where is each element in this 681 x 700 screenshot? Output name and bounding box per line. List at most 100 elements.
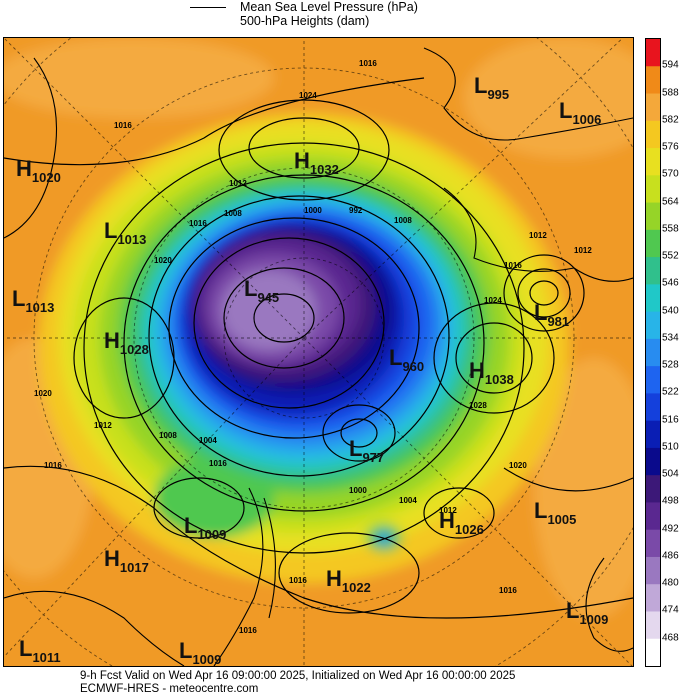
colorbar-swatch bbox=[646, 556, 660, 585]
colorbar-swatch bbox=[646, 120, 660, 149]
isobars bbox=[4, 77, 633, 619]
high-pressure-center: H1038 bbox=[469, 358, 514, 387]
colorbar-level-label: 546 bbox=[662, 277, 679, 289]
colorbar-level-label: 474 bbox=[662, 604, 679, 616]
colorbar-swatch bbox=[646, 202, 660, 231]
isobar-value-label: 1012 bbox=[229, 179, 247, 188]
colorbar-swatches bbox=[646, 39, 660, 667]
height-field bbox=[4, 38, 633, 666]
low-pressure-center: L1013 bbox=[12, 286, 54, 315]
model-source-text: ECMWF-HRES - meteocentre.com bbox=[80, 683, 259, 695]
isobar-value-label: 1020 bbox=[509, 461, 527, 470]
low-pressure-center: L1011 bbox=[19, 636, 61, 665]
high-pressure-center: H1028 bbox=[104, 328, 149, 357]
high-pressure-center: H1026 bbox=[439, 508, 484, 537]
colorbar-level-label: 582 bbox=[662, 114, 679, 126]
legend-row-heights: 500-hPa Heights (dam) bbox=[190, 14, 369, 28]
isobar-value-label: 1012 bbox=[529, 231, 547, 240]
colorbar-level-label: 588 bbox=[662, 87, 679, 99]
isobar-value-label: 1024 bbox=[484, 296, 502, 305]
high-pressure-center: H1022 bbox=[326, 566, 371, 595]
isobar-value-label: 1008 bbox=[159, 431, 177, 440]
forecast-valid-text: 9-h Fcst Valid on Wed Apr 16 09:00:00 20… bbox=[80, 670, 516, 682]
isobar-labels: 1016 1024 1016 1012 1016 1008 1000 992 1008 1020 1… bbox=[34, 59, 592, 635]
graticule bbox=[4, 38, 633, 666]
colorbar-labels: 594 588 582 576 570 564 558 552 546 540 534 528 522 5… bbox=[662, 38, 681, 665]
isobar-line-sample bbox=[190, 6, 226, 8]
colorbar-swatch bbox=[646, 529, 660, 558]
colorbar-swatch bbox=[646, 447, 660, 476]
colorbar-level-label: 552 bbox=[662, 250, 679, 262]
colorbar-level-label: 558 bbox=[662, 223, 679, 235]
legend-row-mslp: Mean Sea Level Pressure (hPa) bbox=[190, 0, 418, 14]
colorbar-swatch bbox=[646, 584, 660, 612]
map-legend: Mean Sea Level Pressure (hPa) 500-hPa He… bbox=[190, 0, 490, 28]
isobar-value-label: 1016 bbox=[239, 626, 257, 635]
isobar-value-label: 1004 bbox=[399, 496, 417, 505]
low-pressure-center: L1009 bbox=[179, 638, 221, 666]
colorbar-swatch bbox=[646, 338, 660, 367]
high-pressure-center: H1017 bbox=[104, 546, 149, 575]
isobar-value-label: 1004 bbox=[199, 436, 217, 445]
low-pressure-center: L981 bbox=[534, 300, 569, 329]
footer: 9-h Fcst Valid on Wed Apr 16 09:00:00 20… bbox=[80, 670, 640, 696]
isobar-value-label: 1012 bbox=[574, 246, 592, 255]
low-pressure-center: L960 bbox=[389, 345, 424, 374]
colorbar-level-label: 534 bbox=[662, 332, 679, 344]
colorbar-swatch bbox=[646, 502, 660, 531]
colorbar-swatch bbox=[646, 148, 660, 176]
isobar-value-label: 1020 bbox=[34, 389, 52, 398]
colorbar-swatch bbox=[646, 475, 660, 503]
colorbar-swatch bbox=[646, 93, 660, 122]
colorbar-level-label: 510 bbox=[662, 441, 679, 453]
isobar-value-label: 1008 bbox=[224, 209, 242, 218]
colorbar-level-label: 528 bbox=[662, 359, 679, 371]
low-pressure-center: L977 bbox=[349, 436, 384, 465]
low-pressure-center: L995 bbox=[474, 73, 509, 102]
isobar-value-label: 1012 bbox=[94, 421, 112, 430]
colorbar-swatch bbox=[646, 311, 660, 340]
colorbar-swatch bbox=[646, 284, 660, 313]
colorbar-level-label: 516 bbox=[662, 414, 679, 426]
height-colorbar bbox=[645, 38, 661, 667]
low-pressure-center: L1006 bbox=[559, 98, 601, 127]
colorbar-level-label: 480 bbox=[662, 577, 679, 589]
colorbar-level-label: 576 bbox=[662, 141, 679, 153]
isobar-value-label: 1024 bbox=[299, 91, 317, 100]
isobar-value-label: 1016 bbox=[114, 121, 132, 130]
colorbar-swatch bbox=[646, 420, 660, 449]
legend-mslp-label: Mean Sea Level Pressure (hPa) bbox=[240, 0, 418, 14]
isobar-value-label: 1012 bbox=[439, 506, 457, 515]
pressure-centers: L995 L1006 H1020 H1032 L1013 L1013 L945 H1028 L9… bbox=[12, 73, 608, 666]
colorbar-level-label: 570 bbox=[662, 168, 679, 180]
colorbar-level-label: 468 bbox=[662, 632, 679, 644]
isobar-value-label: 1000 bbox=[349, 486, 367, 495]
low-pressure-center: L1013 bbox=[104, 218, 146, 247]
colorbar-swatch bbox=[646, 366, 660, 394]
colorbar-level-label: 594 bbox=[662, 59, 679, 71]
high-pressure-center: H1020 bbox=[16, 156, 61, 185]
colorbar-level-label: 492 bbox=[662, 523, 679, 535]
colorbar-level-label: 564 bbox=[662, 196, 679, 208]
colorbar-swatch bbox=[646, 66, 660, 95]
isobar-value-label: 1016 bbox=[359, 59, 377, 68]
map-canvas: 1016 1024 1016 1012 1016 1008 1000 992 1008 1020 1… bbox=[4, 38, 633, 666]
colorbar-level-label: 486 bbox=[662, 550, 679, 562]
colorbar-swatch bbox=[646, 39, 660, 67]
low-pressure-center: L945 bbox=[244, 276, 279, 305]
legend-heights-label: 500-hPa Heights (dam) bbox=[240, 14, 370, 28]
isobar-value-label: 1016 bbox=[499, 586, 517, 595]
low-pressure-center: L1009 bbox=[566, 598, 608, 627]
isobar-value-label: 1000 bbox=[304, 206, 322, 215]
colorbar-swatch bbox=[646, 229, 660, 258]
colorbar-swatch bbox=[646, 257, 660, 285]
isobar-value-label: 1016 bbox=[504, 261, 522, 270]
colorbar-swatch bbox=[646, 638, 660, 667]
isobar-value-label: 1016 bbox=[44, 461, 62, 470]
isobar-value-label: 1016 bbox=[289, 576, 307, 585]
isobar-value-label: 1008 bbox=[394, 216, 412, 225]
colorbar-swatch bbox=[646, 393, 660, 422]
isobar-value-label: 1016 bbox=[209, 459, 227, 468]
colorbar-swatch bbox=[646, 611, 660, 640]
isobar-value-label: 1016 bbox=[189, 219, 207, 228]
